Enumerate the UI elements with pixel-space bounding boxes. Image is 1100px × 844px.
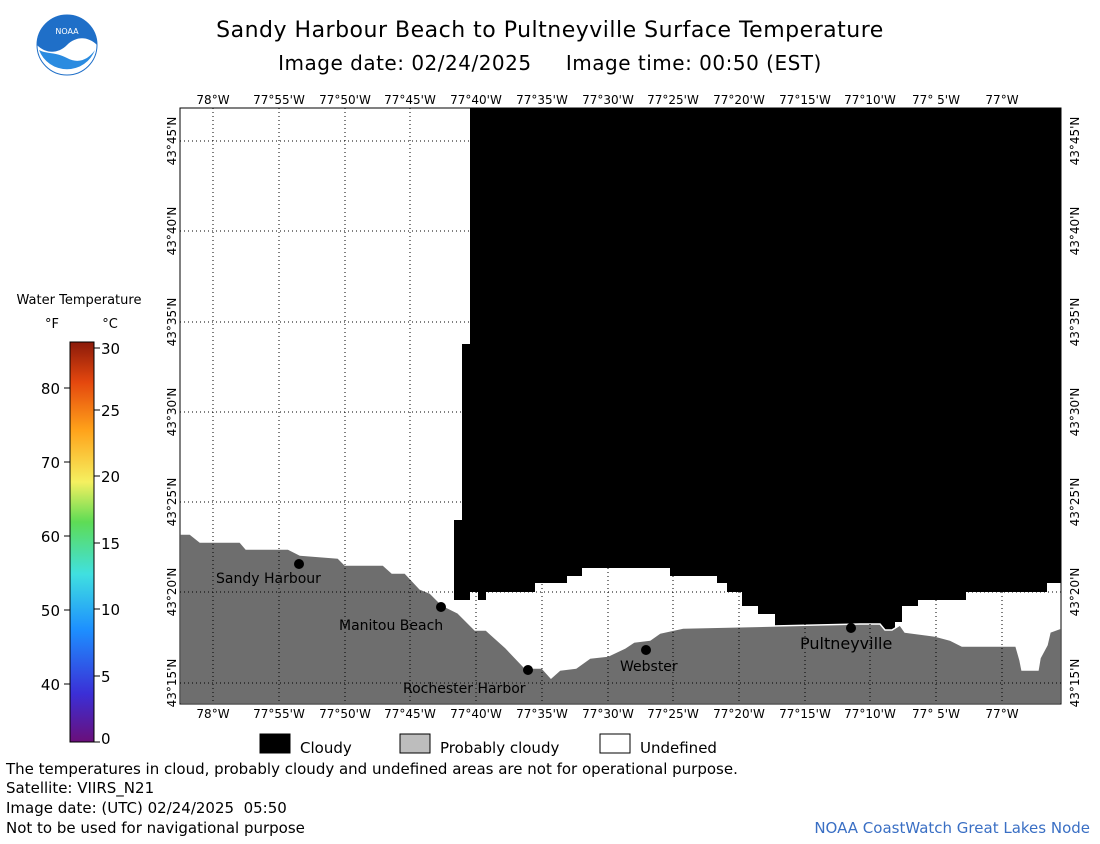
navigation-warning: Not to be used for navigational purpose	[6, 819, 305, 837]
place-marker-pultneyville	[846, 623, 856, 633]
lon-label: 77°50'W	[319, 93, 371, 107]
image-datetime: Image date: 02/24/2025 Image time: 00:50…	[150, 51, 950, 75]
lat-labels-right: 43°15'N 43°20'N 43°25'N 43°30'N 43°35'N …	[1068, 117, 1082, 708]
legend-f-tick: 70	[41, 454, 60, 472]
lat-label: 43°35'N	[1068, 298, 1082, 347]
lat-label: 43°20'N	[1068, 568, 1082, 617]
place-label-sandy-harbour: Sandy Harbour	[216, 571, 321, 587]
image-date: Image date: 02/24/2025	[278, 51, 532, 75]
legend-f-tick: 50	[41, 602, 60, 620]
page-title: Sandy Harbour Beach to Pultneyville Surf…	[216, 18, 884, 43]
cloud-area	[454, 108, 1061, 632]
legend-c-tick: 25	[101, 402, 120, 420]
lon-labels-top: 78°W 77°55'W 77°50'W 77°45'W 77°40'W 77°…	[196, 93, 1018, 107]
legend-f-tick: 40	[41, 676, 60, 694]
lon-label: 77°W	[985, 707, 1018, 721]
lon-label: 77°30'W	[582, 707, 634, 721]
lat-label: 43°15'N	[1068, 659, 1082, 708]
legend-f-tick: 60	[41, 528, 60, 546]
lat-label: 43°45'N	[165, 117, 179, 166]
lat-gridlines	[180, 140, 1061, 684]
lon-label: 77°W	[985, 93, 1018, 107]
lon-label: 78°W	[196, 707, 229, 721]
image-date-utc: Image date: (UTC) 02/24/2025 05:50	[6, 799, 287, 817]
disclaimer-text: The temperatures in cloud, probably clou…	[6, 760, 738, 778]
lon-label: 77°55'W	[253, 707, 305, 721]
key-label-cloudy: Cloudy	[300, 739, 352, 757]
lat-label: 43°25'N	[1068, 478, 1082, 527]
lon-label: 77°15'W	[779, 93, 831, 107]
legend-c-tick: 30	[101, 340, 120, 358]
key-label-probably-cloudy: Probably cloudy	[440, 739, 559, 757]
legend-unit-c: °C	[102, 317, 118, 332]
lat-label: 43°30'N	[1068, 388, 1082, 437]
place-markers: Sandy Harbour Manitou Beach Rochester Ha…	[216, 559, 892, 697]
place-marker-sandy-harbour	[294, 559, 304, 569]
lat-label: 43°35'N	[165, 298, 179, 347]
lon-label: 77°50'W	[319, 707, 371, 721]
image-time: Image time: 00:50 (EST)	[565, 51, 822, 75]
temperature-map: 78°W 77°55'W 77°50'W 77°45'W 77°40'W 77°…	[17, 93, 1082, 757]
legend-c-tick: 5	[101, 668, 111, 686]
lat-label: 43°45'N	[1068, 117, 1082, 166]
lat-label: 43°40'N	[1068, 207, 1082, 256]
place-marker-rochester-harbor	[523, 665, 533, 675]
credit-link[interactable]: NOAA CoastWatch Great Lakes Node	[814, 819, 1090, 837]
place-label-manitou-beach: Manitou Beach	[339, 618, 443, 634]
lon-gridlines	[212, 108, 1003, 704]
lon-label: 77° 5'W	[912, 707, 960, 721]
noaa-logo: NOAA	[36, 14, 98, 76]
temperature-legend: Water Temperature °F °C 40 50 60 70 80 0	[17, 293, 142, 748]
lon-label: 77°30'W	[582, 93, 634, 107]
svg-text:NOAA: NOAA	[55, 27, 79, 36]
lon-label: 77°10'W	[844, 707, 896, 721]
map-frame	[179, 107, 1062, 705]
lon-label: 78°W	[196, 93, 229, 107]
key-swatch-probably-cloudy	[399, 733, 431, 754]
lon-label: 77°40'W	[450, 93, 502, 107]
place-marker-manitou-beach	[436, 602, 446, 612]
lat-label: 43°25'N	[165, 478, 179, 527]
lon-label: 77°25'W	[647, 93, 699, 107]
lon-label: 77°45'W	[384, 93, 436, 107]
satellite-text: Satellite: VIIRS_N21	[6, 779, 155, 797]
lon-label: 77°10'W	[844, 93, 896, 107]
lon-label: 77°20'W	[713, 707, 765, 721]
legend-c-tick: 15	[101, 535, 120, 553]
lon-label: 77°45'W	[384, 707, 436, 721]
lat-label: 43°40'N	[165, 207, 179, 256]
place-marker-webster	[641, 645, 651, 655]
lon-label: 77° 5'W	[912, 93, 960, 107]
legend-c-tick: 0	[101, 730, 111, 748]
legend-c-tick: 20	[101, 468, 120, 486]
legend-title: Water Temperature	[17, 293, 142, 308]
lon-label: 77°40'W	[450, 707, 502, 721]
place-label-webster: Webster	[620, 659, 678, 675]
cloud-key: Cloudy Probably cloudy Undefined	[259, 733, 717, 757]
lon-labels-bottom: 78°W 77°55'W 77°50'W 77°45'W 77°40'W 77°…	[196, 707, 1018, 721]
key-label-undefined: Undefined	[640, 739, 717, 757]
lat-label: 43°15'N	[165, 659, 179, 708]
lon-label: 77°20'W	[713, 93, 765, 107]
place-label-pultneyville: Pultneyville	[800, 634, 892, 653]
legend-unit-f: °F	[45, 317, 59, 332]
lat-labels-left: 43°15'N 43°20'N 43°25'N 43°30'N 43°35'N …	[165, 117, 179, 708]
lat-label: 43°20'N	[165, 568, 179, 617]
legend-f-tick: 80	[41, 380, 60, 398]
lon-label: 77°15'W	[779, 707, 831, 721]
key-swatch-undefined	[599, 733, 631, 754]
lon-label: 77°35'W	[516, 93, 568, 107]
key-swatch-cloudy	[259, 733, 291, 754]
lon-label: 77°35'W	[516, 707, 568, 721]
lat-label: 43°30'N	[165, 388, 179, 437]
lon-label: 77°25'W	[647, 707, 699, 721]
lon-label: 77°55'W	[253, 93, 305, 107]
legend-colorbar	[69, 341, 95, 743]
legend-c-tick: 10	[101, 601, 120, 619]
place-label-rochester-harbor: Rochester Harbor	[403, 681, 526, 697]
